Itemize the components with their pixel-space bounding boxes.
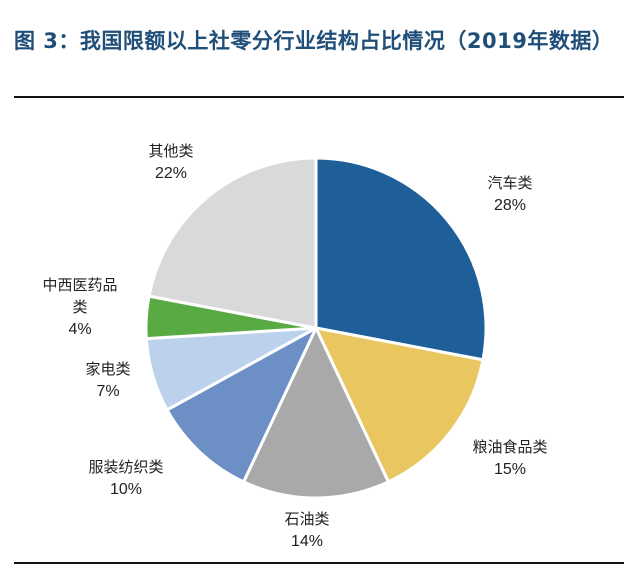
slice-label-0-0: 汽车类 (487, 174, 532, 192)
slice-value-5: 4% (68, 321, 91, 338)
pie-slice-1 (314, 326, 485, 484)
pie-slice-3 (165, 326, 318, 484)
pie-slice-0 (314, 156, 488, 362)
slice-label-3-0: 服装纺织类 (88, 458, 163, 476)
slice-label-5-1: 类 (72, 298, 87, 316)
slice-value-0: 28% (494, 197, 526, 214)
slice-label-1-0: 粮油食品类 (472, 438, 547, 456)
slice-label-6-0: 其他类 (148, 142, 193, 160)
slice-value-4: 7% (96, 383, 119, 400)
pie-slice-2 (242, 326, 390, 500)
chart-title: 图 3：我国限额以上社零分行业结构占比情况（2019年数据） (14, 29, 614, 53)
slice-label-5-0: 中西医药品 (42, 276, 117, 294)
slice-value-6: 22% (155, 165, 187, 182)
slice-label-4-0: 家电类 (85, 360, 130, 378)
slice-label-2-0: 石油类 (284, 510, 329, 528)
top-rule (14, 96, 624, 98)
slice-value-2: 14% (291, 533, 323, 550)
slice-value-1: 15% (494, 461, 526, 478)
bottom-rule (14, 562, 624, 564)
slice-value-3: 10% (110, 481, 142, 498)
pie-slice-6 (147, 156, 318, 330)
